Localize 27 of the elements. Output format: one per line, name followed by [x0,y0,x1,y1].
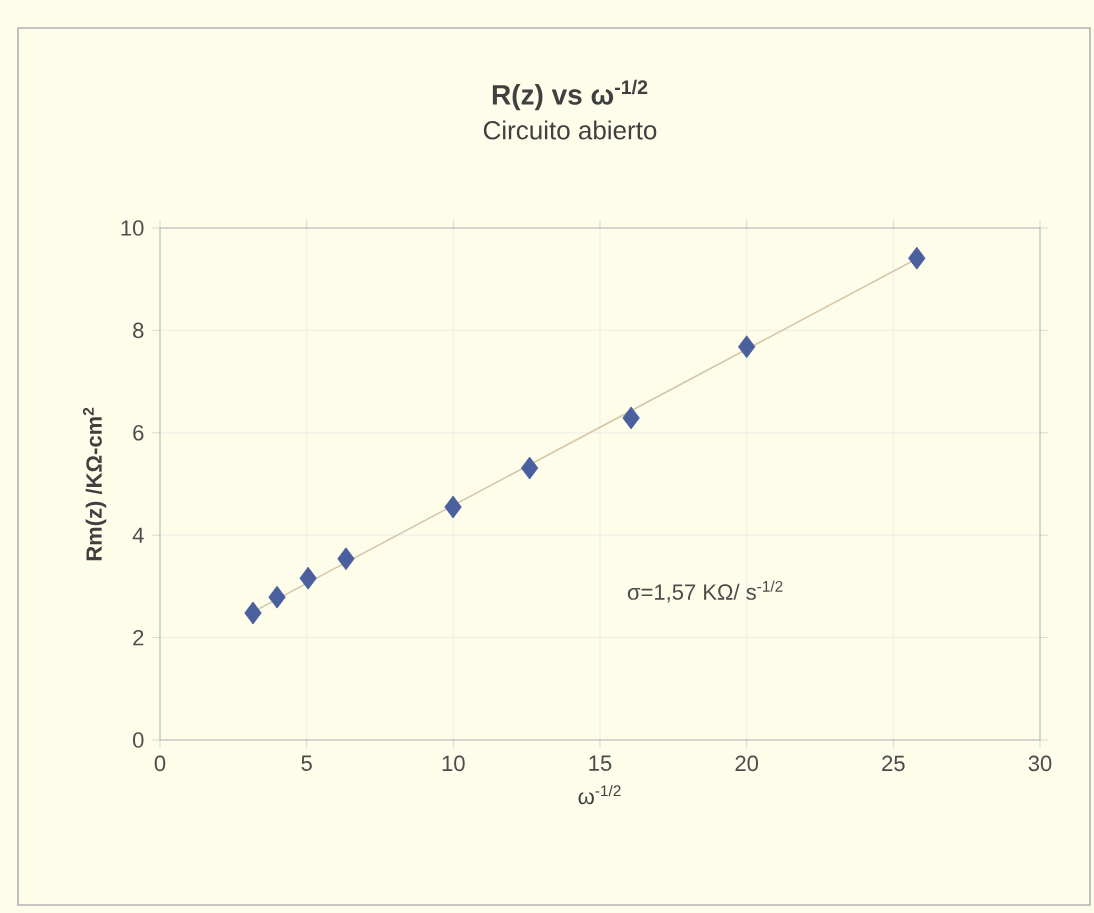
y-tick-label: 8 [133,322,144,339]
x-tick-label: 5 [301,755,312,771]
point [268,585,286,609]
chart-subtitle: Circuito abierto [483,120,657,140]
point [622,406,640,430]
point [908,246,926,270]
chart-title: R(z) vs ω$^{-1/2}$ [492,79,648,111]
x-tick-label: 25 [882,755,905,772]
x-tick-label: 0 [154,755,166,772]
x-tick-label: 20 [735,755,759,772]
y-tick-label: 10 [121,220,144,236]
annotation: σ=1,57 KΩ/ s$^{-1/2}$ [627,580,783,603]
x-tick-label: 30 [1028,755,1052,772]
x-tick-label: 10 [442,755,465,772]
y-tick-label: 6 [133,425,144,441]
text: Rm(z) /KΩ-cm$^{2}$ [82,407,107,561]
x-tick-label: 15 [589,755,612,771]
y-tick-label: 4 [132,527,144,543]
y-tick-label: 2 [133,629,144,646]
y-tick-label: 0 [133,732,144,748]
point [337,547,355,571]
point [299,566,317,590]
point [738,335,756,359]
point [444,495,462,519]
point [244,601,262,625]
point [520,456,539,480]
x-axis-title: ω$^{-1/2}$ [578,784,621,805]
